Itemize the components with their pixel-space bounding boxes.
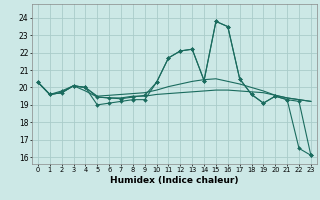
X-axis label: Humidex (Indice chaleur): Humidex (Indice chaleur)	[110, 176, 239, 185]
